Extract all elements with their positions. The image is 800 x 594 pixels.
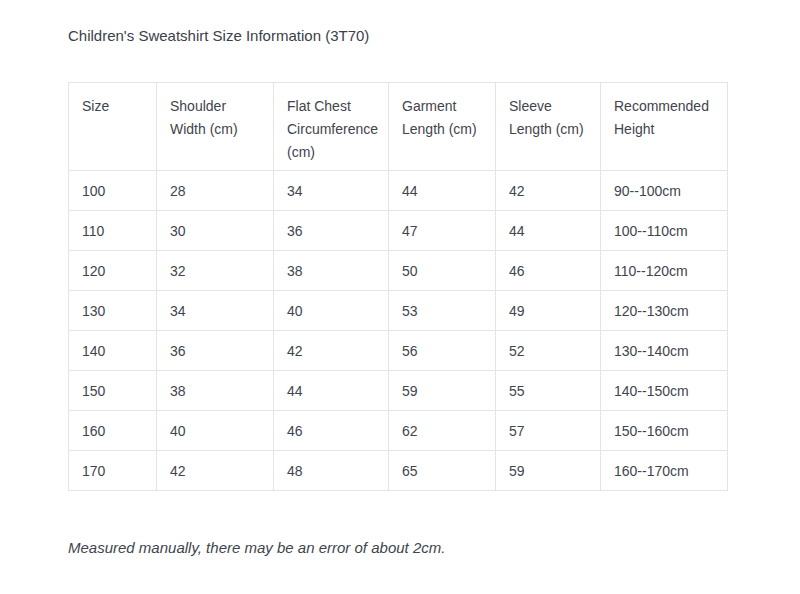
table-cell: 160--170cm: [601, 451, 728, 491]
table-cell: 32: [157, 251, 274, 291]
table-cell: 52: [496, 331, 601, 371]
table-row: 17042486559160--170cm: [69, 451, 728, 491]
table-cell: 170: [69, 451, 157, 491]
table-row: 1002834444290--100cm: [69, 171, 728, 211]
table-cell: 120: [69, 251, 157, 291]
table-cell: 150: [69, 371, 157, 411]
table-cell: 150--160cm: [601, 411, 728, 451]
header-cell: Recommended Height: [601, 83, 728, 171]
table-cell: 59: [389, 371, 496, 411]
table-cell: 100: [69, 171, 157, 211]
table-cell: 62: [389, 411, 496, 451]
table-cell: 38: [157, 371, 274, 411]
table-cell: 100--110cm: [601, 211, 728, 251]
table-cell: 140--150cm: [601, 371, 728, 411]
table-cell: 120--130cm: [601, 291, 728, 331]
table-cell: 38: [274, 251, 389, 291]
table-cell: 110: [69, 211, 157, 251]
table-row: 14036425652130--140cm: [69, 331, 728, 371]
table-row: 12032385046110--120cm: [69, 251, 728, 291]
table-cell: 40: [274, 291, 389, 331]
table-cell: 53: [389, 291, 496, 331]
table-cell: 46: [274, 411, 389, 451]
table-cell: 140: [69, 331, 157, 371]
table-cell: 160: [69, 411, 157, 451]
table-header: SizeShoulder Width (cm)Flat Chest Circum…: [69, 83, 728, 171]
header-cell: Flat Chest Circumference (cm): [274, 83, 389, 171]
table-cell: 130--140cm: [601, 331, 728, 371]
table-row: 11030364744100--110cm: [69, 211, 728, 251]
table-cell: 48: [274, 451, 389, 491]
table-cell: 44: [496, 211, 601, 251]
table-cell: 44: [274, 371, 389, 411]
header-cell: Sleeve Length (cm): [496, 83, 601, 171]
table-cell: 42: [274, 331, 389, 371]
table-cell: 36: [274, 211, 389, 251]
table-cell: 55: [496, 371, 601, 411]
table-cell: 65: [389, 451, 496, 491]
table-body: 1002834444290--100cm11030364744100--110c…: [69, 171, 728, 491]
table-header-row: SizeShoulder Width (cm)Flat Chest Circum…: [69, 83, 728, 171]
table-cell: 50: [389, 251, 496, 291]
table-cell: 47: [389, 211, 496, 251]
table-cell: 30: [157, 211, 274, 251]
table-cell: 110--120cm: [601, 251, 728, 291]
header-cell: Shoulder Width (cm): [157, 83, 274, 171]
size-chart-table: SizeShoulder Width (cm)Flat Chest Circum…: [68, 82, 728, 491]
table-cell: 57: [496, 411, 601, 451]
table-cell: 40: [157, 411, 274, 451]
table-cell: 46: [496, 251, 601, 291]
table-cell: 34: [274, 171, 389, 211]
table-cell: 44: [389, 171, 496, 211]
table-cell: 28: [157, 171, 274, 211]
measurement-disclaimer: Measured manually, there may be an error…: [68, 539, 445, 556]
table-row: 13034405349120--130cm: [69, 291, 728, 331]
table-cell: 34: [157, 291, 274, 331]
table-cell: 42: [157, 451, 274, 491]
page-title: Children's Sweatshirt Size Information (…: [68, 27, 369, 44]
table-cell: 90--100cm: [601, 171, 728, 211]
table-row: 16040466257150--160cm: [69, 411, 728, 451]
table-row: 15038445955140--150cm: [69, 371, 728, 411]
header-cell: Size: [69, 83, 157, 171]
header-cell: Garment Length (cm): [389, 83, 496, 171]
table-cell: 36: [157, 331, 274, 371]
table-cell: 42: [496, 171, 601, 211]
table-cell: 130: [69, 291, 157, 331]
table-cell: 59: [496, 451, 601, 491]
table-cell: 49: [496, 291, 601, 331]
table-cell: 56: [389, 331, 496, 371]
